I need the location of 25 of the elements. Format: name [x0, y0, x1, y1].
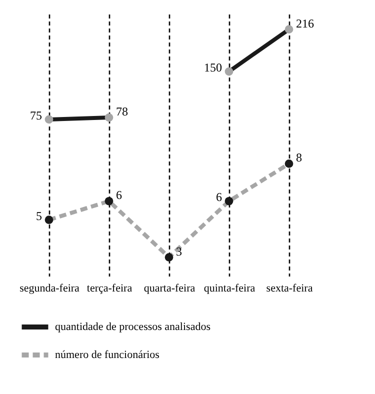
data-label: 3	[176, 244, 182, 258]
legend-label: número de funcionários	[55, 349, 160, 361]
legend-label: quantidade de processos analisados	[55, 321, 210, 333]
data-label: 78	[116, 104, 128, 119]
point	[44, 115, 54, 124]
data-label: 150	[204, 60, 222, 75]
point	[284, 25, 294, 34]
x-tick-label: quinta-feira	[204, 282, 256, 294]
data-label: 6	[116, 188, 122, 202]
x-tick-label: terça-feira	[86, 282, 132, 294]
x-tick-label: sexta-feira	[266, 282, 313, 294]
x-tick-label: quarta-feira	[144, 282, 196, 294]
data-label: 6	[216, 190, 222, 204]
data-label: 75	[30, 108, 42, 122]
point	[164, 253, 174, 262]
point	[284, 160, 294, 168]
point	[104, 196, 114, 206]
data-label: 216	[296, 16, 314, 30]
data-label: 8	[296, 150, 302, 165]
point	[104, 113, 114, 122]
point	[44, 216, 54, 224]
data-label: 5	[36, 208, 42, 223]
x-tick-label: segunda-feira	[20, 282, 80, 294]
point	[224, 67, 234, 76]
point	[224, 196, 234, 206]
